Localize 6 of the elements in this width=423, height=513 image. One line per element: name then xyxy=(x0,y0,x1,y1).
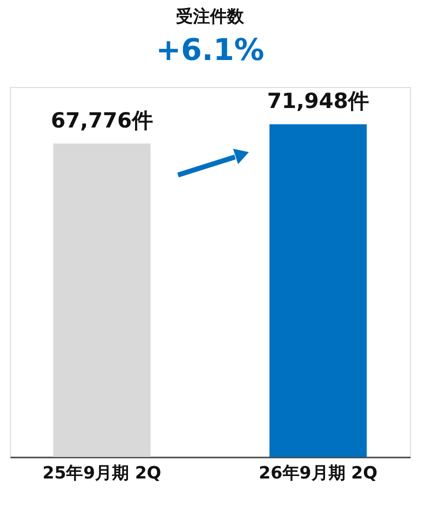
x-tick-label: 25年9月期 2Q xyxy=(42,464,162,484)
chart-subtitle: +6.1% xyxy=(156,33,264,68)
data-label: 67,776件 xyxy=(50,108,153,133)
data-label: 71,948件 xyxy=(267,89,370,114)
x-tick-label: 26年9月期 2Q xyxy=(258,464,378,484)
chart-title: 受注件数 xyxy=(176,7,245,27)
